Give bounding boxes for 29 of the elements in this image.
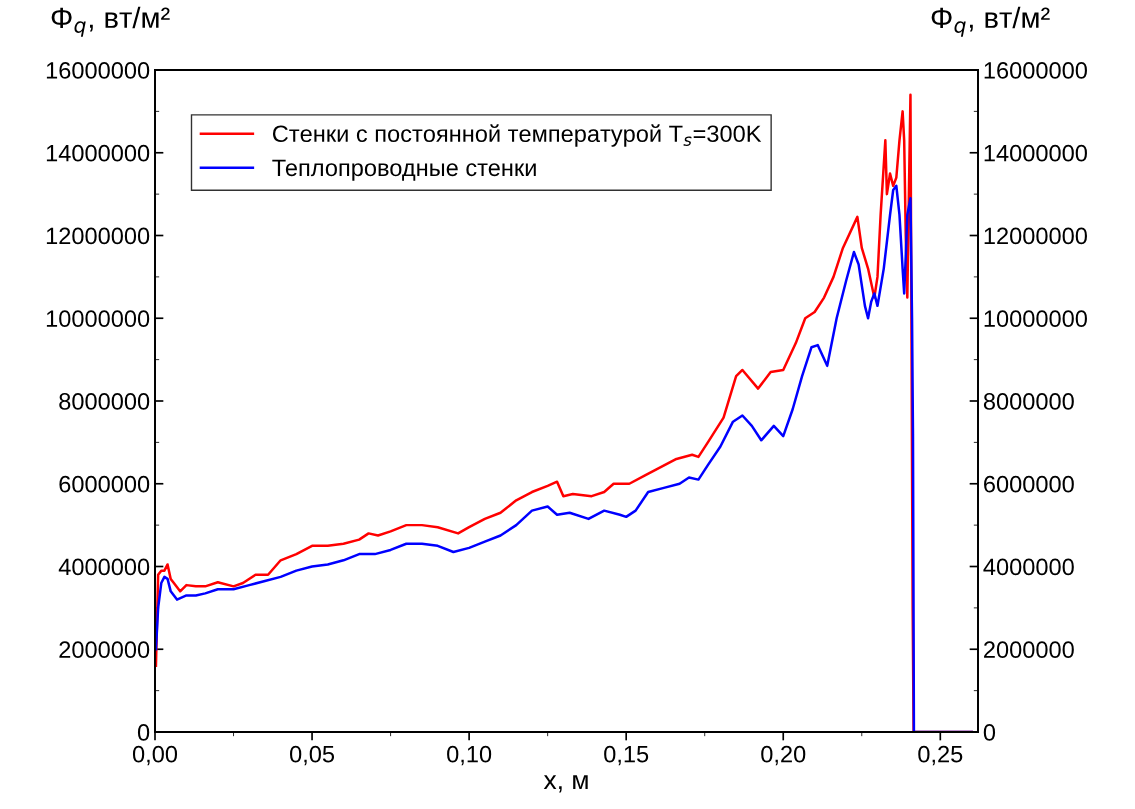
y2-axis-title: Φ$_{q}$, вт/м² (931, 6, 1050, 37)
y-tick-label: 0 (137, 724, 150, 741)
y-tick-label: 6000000 (59, 475, 150, 493)
x-tick-label: 0,05 (290, 745, 335, 766)
y-axis-title: Φ$_{q}$, вт/м² (51, 6, 170, 37)
y2-tick-label: 8000000 (983, 393, 1074, 410)
y2-tick-label: 12000000 (984, 227, 1087, 245)
y-tick-label: 2000000 (59, 641, 150, 659)
y2-tick-label: 10000000 (984, 310, 1087, 328)
y2-tick-label: 16000000 (984, 62, 1087, 79)
y2-tick-label: 6000000 (984, 475, 1074, 493)
x-tick-label: 0,25 (918, 745, 963, 766)
y2-tick-label: 14000000 (984, 144, 1087, 162)
y-tick-label: 10000000 (46, 310, 150, 328)
y2-tick-label: 2000000 (984, 641, 1074, 659)
y-tick-label: 12000000 (46, 227, 150, 245)
x-tick-label: 0,20 (761, 745, 806, 766)
y2-tick-label: 0 (983, 724, 996, 741)
legend-label: Стенки с постоянной температурой T$_{s}$=300K (272, 124, 762, 147)
y-tick-label: 4000000 (58, 558, 150, 576)
x-axis-title: x, м (543, 775, 588, 793)
x-tick-label: 0,00 (132, 745, 178, 766)
y-tick-label: 14000000 (46, 144, 150, 162)
x-tick-label: 0,15 (604, 745, 649, 766)
y2-tick-label: 4000000 (983, 558, 1074, 576)
y-tick-label: 8000000 (59, 393, 150, 410)
x-tick-label: 0,10 (447, 745, 492, 766)
y-tick-label: 16000000 (46, 62, 150, 79)
legend-label: Теплопроводные стенки (272, 159, 536, 181)
